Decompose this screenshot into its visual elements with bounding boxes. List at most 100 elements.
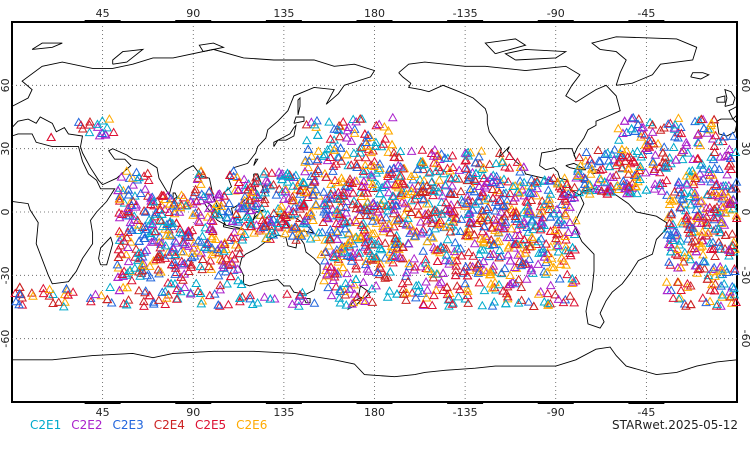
observation-marker (351, 274, 361, 283)
observation-marker (352, 292, 363, 301)
lat-tick-label-right: 0 (739, 209, 750, 216)
observation-marker (118, 185, 129, 195)
observation-marker (720, 180, 731, 190)
observation-marker (371, 137, 381, 146)
observation-marker (338, 262, 348, 272)
observation-marker (129, 215, 140, 224)
observation-marker (570, 215, 581, 225)
observation-marker (618, 128, 628, 137)
observation-marker (422, 180, 432, 190)
observation-marker (716, 281, 726, 290)
observation-marker (662, 285, 673, 295)
observation-marker (90, 289, 101, 299)
observation-marker (265, 294, 276, 303)
observation-marker (422, 285, 433, 294)
observation-marker (674, 293, 684, 303)
lon-tick-label-bottom: -45 (637, 406, 655, 419)
observation-marker (321, 246, 331, 256)
observation-marker (312, 130, 323, 139)
observation-marker (63, 290, 73, 299)
observation-marker (362, 244, 373, 254)
observation-marker (462, 175, 473, 185)
observation-marker (436, 243, 446, 252)
observation-marker (510, 192, 520, 202)
lon-tick-label-top: 135 (273, 7, 294, 20)
lat-tick-label-left: 0 (0, 209, 12, 216)
observation-marker (344, 177, 355, 187)
observation-marker (368, 146, 378, 155)
observation-marker (724, 205, 735, 214)
observation-marker (722, 169, 732, 179)
observation-marker (140, 286, 151, 295)
observation-marker (536, 217, 547, 227)
observation-marker (522, 222, 532, 232)
observation-marker (501, 288, 512, 298)
coastline-segment (31, 42, 63, 50)
observation-marker (438, 268, 448, 277)
observation-marker (221, 212, 232, 221)
observation-marker (629, 170, 640, 180)
coastline-segment (172, 192, 178, 200)
observation-marker (183, 266, 194, 276)
observation-marker (657, 148, 668, 157)
observation-marker (335, 143, 346, 152)
observation-marker (505, 256, 516, 265)
observation-marker (617, 162, 628, 172)
observation-marker (305, 225, 316, 235)
observation-marker (375, 258, 386, 268)
observation-marker (178, 192, 189, 202)
observation-marker (402, 203, 413, 212)
observation-marker (486, 222, 497, 232)
observation-marker (207, 249, 217, 259)
observation-marker (178, 275, 188, 284)
lat-tick-label-right: -60 (739, 330, 750, 348)
observation-marker (318, 151, 329, 160)
observation-marker (472, 218, 483, 227)
observation-marker (543, 300, 553, 309)
observation-marker (257, 203, 267, 213)
observation-marker (719, 220, 730, 229)
observation-marker (142, 270, 153, 280)
observation-marker (521, 274, 532, 283)
observation-marker (384, 164, 395, 174)
observation-marker (513, 274, 524, 284)
observation-marker (477, 164, 487, 174)
observation-marker (708, 154, 719, 164)
observation-marker (522, 205, 533, 215)
observation-marker (701, 217, 712, 227)
observation-marker (494, 187, 505, 197)
observation-marker (567, 273, 578, 283)
observation-marker (567, 278, 577, 288)
observation-marker (724, 198, 735, 208)
observation-marker (690, 171, 700, 180)
observation-marker (379, 122, 390, 131)
observation-marker (330, 190, 340, 199)
observation-marker (676, 128, 687, 138)
observation-marker (382, 179, 393, 188)
observation-marker (594, 156, 604, 165)
observation-marker (265, 217, 276, 226)
observation-marker (395, 146, 406, 156)
observation-marker (451, 265, 461, 275)
observation-marker (227, 216, 238, 225)
observation-marker (381, 212, 392, 222)
coastline-segment (297, 96, 301, 116)
observation-marker (697, 227, 708, 236)
observation-marker (393, 160, 404, 170)
observation-marker (415, 187, 426, 197)
observation-marker (193, 235, 204, 245)
observation-marker (189, 238, 200, 247)
observation-marker (221, 253, 232, 263)
observation-marker (441, 221, 452, 231)
observation-marker (401, 267, 412, 277)
observation-marker (260, 221, 271, 230)
observation-marker (542, 288, 553, 298)
observation-marker (478, 237, 489, 247)
observation-marker (484, 251, 495, 261)
observation-marker (335, 284, 345, 294)
observation-marker (331, 281, 341, 291)
observation-marker (494, 148, 505, 157)
observation-marker (710, 130, 721, 140)
observation-marker (718, 189, 729, 199)
observation-marker (97, 115, 108, 125)
